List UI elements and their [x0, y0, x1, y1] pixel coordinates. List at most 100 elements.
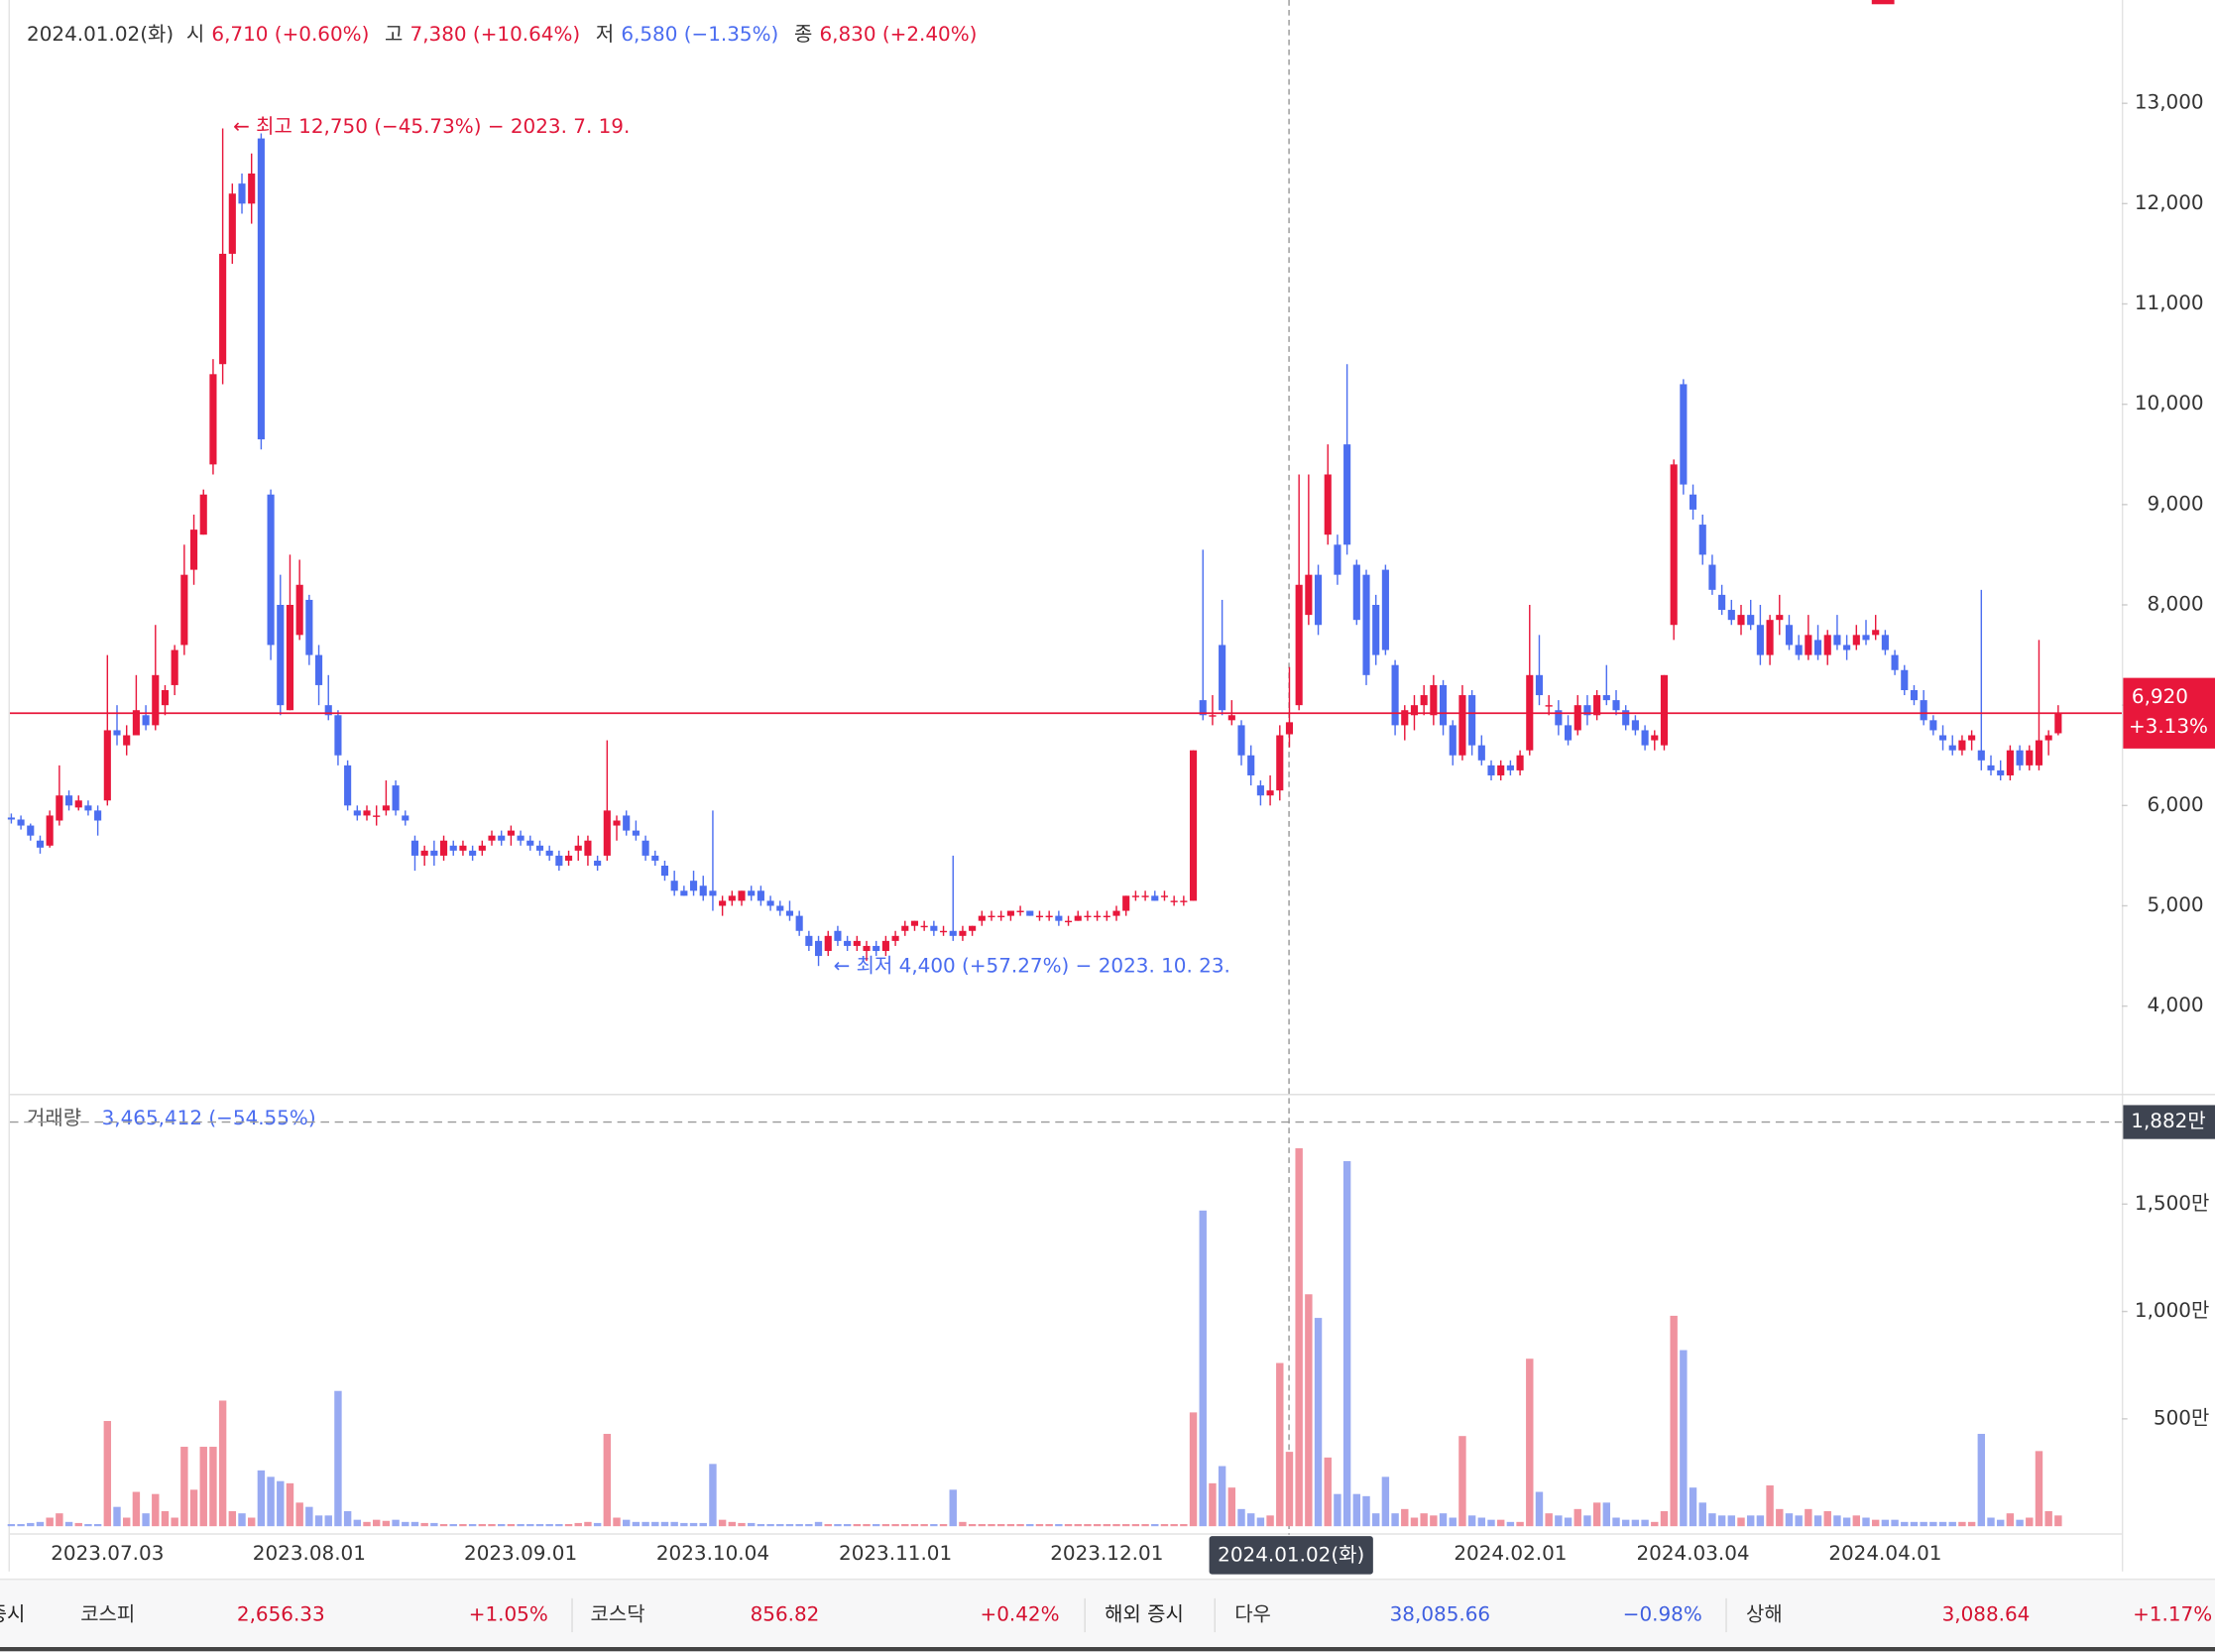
candle-body [881, 940, 889, 952]
ticker-bar [0, 1578, 2215, 1652]
candle-body [152, 674, 160, 726]
candle-body [1670, 464, 1678, 626]
volume-bar [1842, 1517, 1851, 1527]
candle-body [1795, 645, 1803, 655]
volume-bar [1631, 1519, 1640, 1527]
volume-bar [1352, 1493, 1361, 1527]
volume-bar [161, 1511, 170, 1527]
candle-body [1910, 689, 1919, 701]
volume-bar [660, 1521, 669, 1527]
candle-body [1103, 915, 1110, 918]
candle-body [1958, 740, 1966, 751]
candle-body [1334, 544, 1341, 575]
candle-body [1276, 735, 1284, 791]
candle-body [1938, 735, 1947, 741]
candle-body [142, 715, 150, 726]
candle-body [1689, 494, 1697, 510]
candle-body [56, 795, 63, 821]
candle-body [1468, 695, 1476, 746]
volume-bar [1276, 1362, 1284, 1527]
candle-body [1458, 695, 1466, 756]
candle-body [901, 925, 909, 931]
y-tick-label: 4,000 [2148, 993, 2204, 1016]
volume-bar [93, 1523, 102, 1527]
volume-bar [795, 1523, 803, 1527]
candle-body [248, 174, 256, 204]
volume-bar [392, 1519, 400, 1527]
volume-bar [603, 1434, 612, 1527]
candle-body [1641, 730, 1649, 746]
candle-body [719, 900, 727, 906]
volume-bar [267, 1476, 275, 1527]
candle-body [277, 604, 285, 706]
candle-body [1074, 915, 1082, 921]
volume-bar [1112, 1523, 1120, 1527]
volume-bar [757, 1523, 765, 1527]
volume-bar [430, 1522, 438, 1527]
candle-body [1651, 735, 1659, 741]
candle-body [1352, 564, 1360, 621]
candle-body [1901, 669, 1909, 690]
volume-bar [2054, 1515, 2062, 1527]
volume-bar [843, 1523, 852, 1527]
candle-body [1430, 684, 1438, 716]
volume-bar [1717, 1515, 1726, 1527]
volume-bar [1084, 1523, 1092, 1527]
header-value: 6,580 (−1.35%) [621, 22, 778, 46]
candle-body [1574, 705, 1581, 731]
candle-body [113, 730, 121, 736]
y-tick-label: 6,000 [2148, 792, 2204, 816]
candle-body [891, 935, 899, 941]
volume-bar [718, 1519, 727, 1527]
volume-bar [738, 1522, 746, 1527]
volume-bar [1371, 1513, 1380, 1527]
volume-bar [891, 1523, 899, 1527]
volume-bar [545, 1523, 553, 1527]
volume-bar [1401, 1508, 1409, 1527]
candle-body [286, 604, 294, 711]
candle-body [1045, 915, 1053, 918]
volume-bar [1929, 1521, 1937, 1527]
candle-body [689, 881, 698, 891]
volume-bar [324, 1515, 332, 1527]
candle-body [1266, 790, 1274, 796]
candle-body [805, 935, 813, 946]
ticker-section: 해외 증시 [1105, 1601, 1184, 1625]
candle-body [1698, 525, 1706, 555]
candle-body [930, 925, 938, 931]
candle-body [1219, 645, 1226, 711]
volume-bar [872, 1523, 880, 1527]
candle-body [103, 730, 111, 801]
candle-body [1064, 920, 1073, 923]
candle-body [997, 915, 1005, 918]
volume-value: 3,465,412 (−54.55%) [102, 1106, 316, 1129]
candle-body [2035, 740, 2043, 766]
candle-body [488, 835, 496, 841]
volume-bar [689, 1522, 698, 1527]
candle-body [382, 805, 390, 811]
volume-bar [171, 1517, 178, 1527]
candle-body [1305, 574, 1313, 616]
volume-bar [1430, 1515, 1438, 1527]
candle-body [1055, 915, 1063, 921]
volume-bar [1506, 1521, 1515, 1527]
candle-body [1823, 635, 1831, 655]
volume-bar [1334, 1493, 1341, 1527]
volume-bar [1737, 1517, 1745, 1527]
candle-body [7, 817, 15, 820]
candle-body [641, 840, 649, 856]
candle-body [1602, 695, 1610, 701]
candle-body [334, 715, 342, 756]
candle-body [584, 840, 592, 856]
candle-body [651, 855, 659, 861]
volume-bar [584, 1521, 592, 1527]
volume-bar [920, 1523, 928, 1527]
candle-body [1680, 384, 1688, 485]
candle-body [1131, 895, 1139, 897]
volume-bar [1093, 1523, 1102, 1527]
volume-bar [1074, 1523, 1082, 1527]
min-annotation: ← 최저 4,400 (+57.27%) − 2023. 10. 23. [834, 953, 1230, 977]
candle-body [180, 574, 188, 646]
x-tick-label: 2023.09.01 [464, 1541, 577, 1565]
volume-bar [1026, 1523, 1034, 1527]
